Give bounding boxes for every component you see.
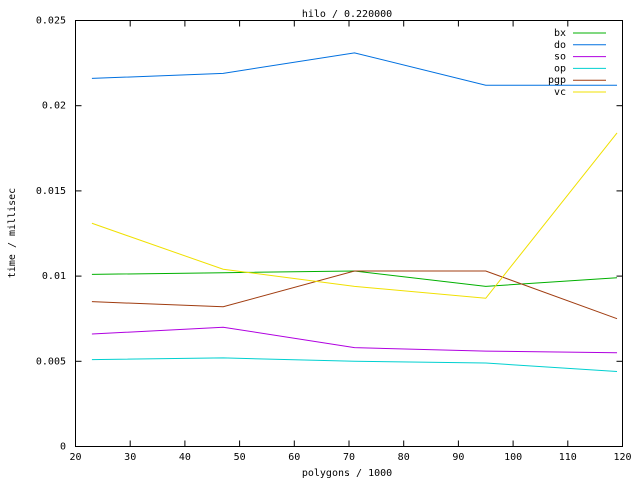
y-axis-label: time / millisec	[7, 188, 18, 278]
series-line	[91, 52, 618, 86]
x-tick-label: 50	[234, 452, 246, 463]
y-tick-label: 0.02	[42, 101, 66, 112]
y-tick-label: 0	[60, 442, 66, 453]
y-tick-label: 0.015	[36, 186, 66, 197]
legend-label: do	[554, 40, 566, 51]
chart-title: hilo / 0.220000	[302, 9, 392, 20]
y-tick-label: 0.005	[36, 356, 66, 367]
series-line	[91, 357, 618, 373]
x-tick-label: 110	[559, 452, 577, 463]
x-tick-label: 90	[452, 452, 464, 463]
series-line	[91, 270, 618, 320]
x-tick-label: 20	[69, 452, 81, 463]
series-line	[91, 132, 618, 299]
legend-label: bx	[554, 28, 566, 39]
x-tick-label: 40	[179, 452, 191, 463]
x-tick-label: 70	[343, 452, 355, 463]
x-tick-label: 100	[504, 452, 522, 463]
x-tick-label: 80	[398, 452, 410, 463]
legend-label: op	[554, 63, 566, 74]
legend-label: so	[554, 52, 566, 63]
y-tick-label: 0.025	[36, 16, 66, 27]
x-tick-label: 60	[288, 452, 300, 463]
series-line	[91, 326, 618, 354]
x-axis-label: polygons / 1000	[302, 468, 392, 479]
legend-label: pgp	[548, 75, 566, 86]
x-tick-label: 120	[613, 452, 631, 463]
y-tick-label: 0.01	[42, 271, 66, 282]
x-tick-label: 30	[124, 452, 136, 463]
legend-label: vc	[554, 87, 566, 98]
